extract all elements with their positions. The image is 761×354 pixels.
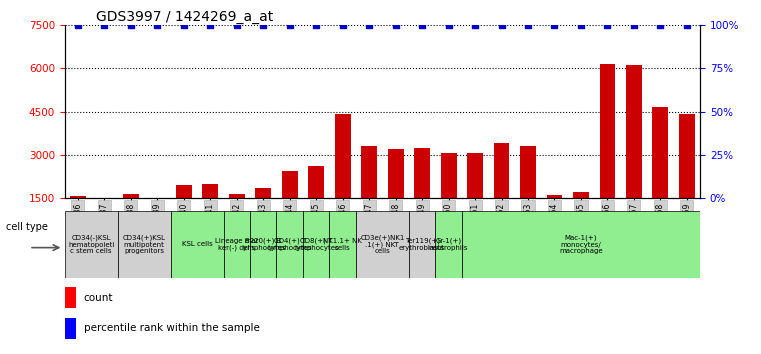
Point [654, 22, 667, 28]
Text: KSL cells: KSL cells [182, 241, 212, 247]
Point [469, 22, 481, 28]
Point [178, 22, 190, 28]
Point [522, 22, 534, 28]
Point [310, 22, 323, 28]
Text: NK1.1+ NK
cells: NK1.1+ NK cells [323, 238, 362, 251]
Text: CD3e(+)NK1
.1(+) NKT
cells: CD3e(+)NK1 .1(+) NKT cells [360, 234, 405, 254]
Bar [250, 211, 276, 278]
Bar [361, 146, 377, 198]
Bar [97, 198, 113, 239]
Bar [202, 184, 218, 198]
Bar [118, 211, 170, 278]
Bar [462, 211, 700, 278]
Point [72, 22, 84, 28]
Point [204, 22, 216, 28]
Text: CD34(-)KSL
hematopoieti
c stem cells: CD34(-)KSL hematopoieti c stem cells [68, 234, 114, 254]
Bar [387, 149, 403, 198]
Bar [546, 195, 562, 198]
Bar [573, 193, 589, 198]
Point [125, 22, 137, 28]
Point [390, 22, 402, 28]
Bar [414, 148, 430, 198]
Bar [520, 146, 536, 198]
Bar [435, 211, 462, 278]
Bar [308, 166, 324, 198]
Text: Ter119(+)
erythroblasts: Ter119(+) erythroblasts [399, 238, 445, 251]
Bar [65, 318, 76, 338]
Bar [652, 107, 668, 198]
Bar [70, 196, 86, 198]
Point [336, 22, 349, 28]
Bar [409, 211, 435, 278]
Text: cell type: cell type [6, 222, 49, 233]
Bar [303, 211, 330, 278]
Bar [170, 211, 224, 278]
Bar [679, 114, 695, 198]
Text: CD34(+)KSL
multipotent
progenitors: CD34(+)KSL multipotent progenitors [123, 234, 166, 254]
Bar [229, 194, 245, 198]
Bar [149, 198, 165, 239]
Text: percentile rank within the sample: percentile rank within the sample [84, 323, 260, 333]
Point [495, 22, 508, 28]
Point [442, 22, 454, 28]
Bar [356, 211, 409, 278]
Bar [255, 188, 271, 198]
Bar [176, 185, 192, 198]
Bar [494, 143, 510, 198]
Bar [123, 194, 139, 198]
Bar [335, 114, 351, 198]
Bar [276, 211, 303, 278]
Point [575, 22, 587, 28]
Text: Gr-1(+)
neutrophils: Gr-1(+) neutrophils [429, 238, 468, 251]
Bar [282, 171, 298, 198]
Point [284, 22, 296, 28]
Point [549, 22, 561, 28]
Point [628, 22, 640, 28]
Bar [330, 211, 356, 278]
Point [601, 22, 613, 28]
Text: B220(+) B
lymphocytes: B220(+) B lymphocytes [241, 238, 285, 251]
Text: count: count [84, 293, 113, 303]
Point [151, 22, 164, 28]
Bar [441, 153, 457, 198]
Bar [626, 65, 642, 198]
Bar [467, 153, 483, 198]
Point [363, 22, 375, 28]
Text: Lineage mar
ker(-) cells: Lineage mar ker(-) cells [215, 238, 259, 251]
Point [98, 22, 110, 28]
Point [231, 22, 243, 28]
Text: Mac-1(+)
monocytes/
macrophage: Mac-1(+) monocytes/ macrophage [559, 234, 603, 254]
Bar [224, 211, 250, 278]
Point [681, 22, 693, 28]
Point [416, 22, 428, 28]
Bar [65, 287, 76, 308]
Bar [600, 64, 616, 198]
Text: GDS3997 / 1424269_a_at: GDS3997 / 1424269_a_at [97, 10, 274, 24]
Point [257, 22, 269, 28]
Bar [65, 211, 118, 278]
Text: CD4(+) T
lymphocytes: CD4(+) T lymphocytes [267, 238, 312, 251]
Text: CD8(+) T
lymphocytes: CD8(+) T lymphocytes [294, 238, 339, 251]
